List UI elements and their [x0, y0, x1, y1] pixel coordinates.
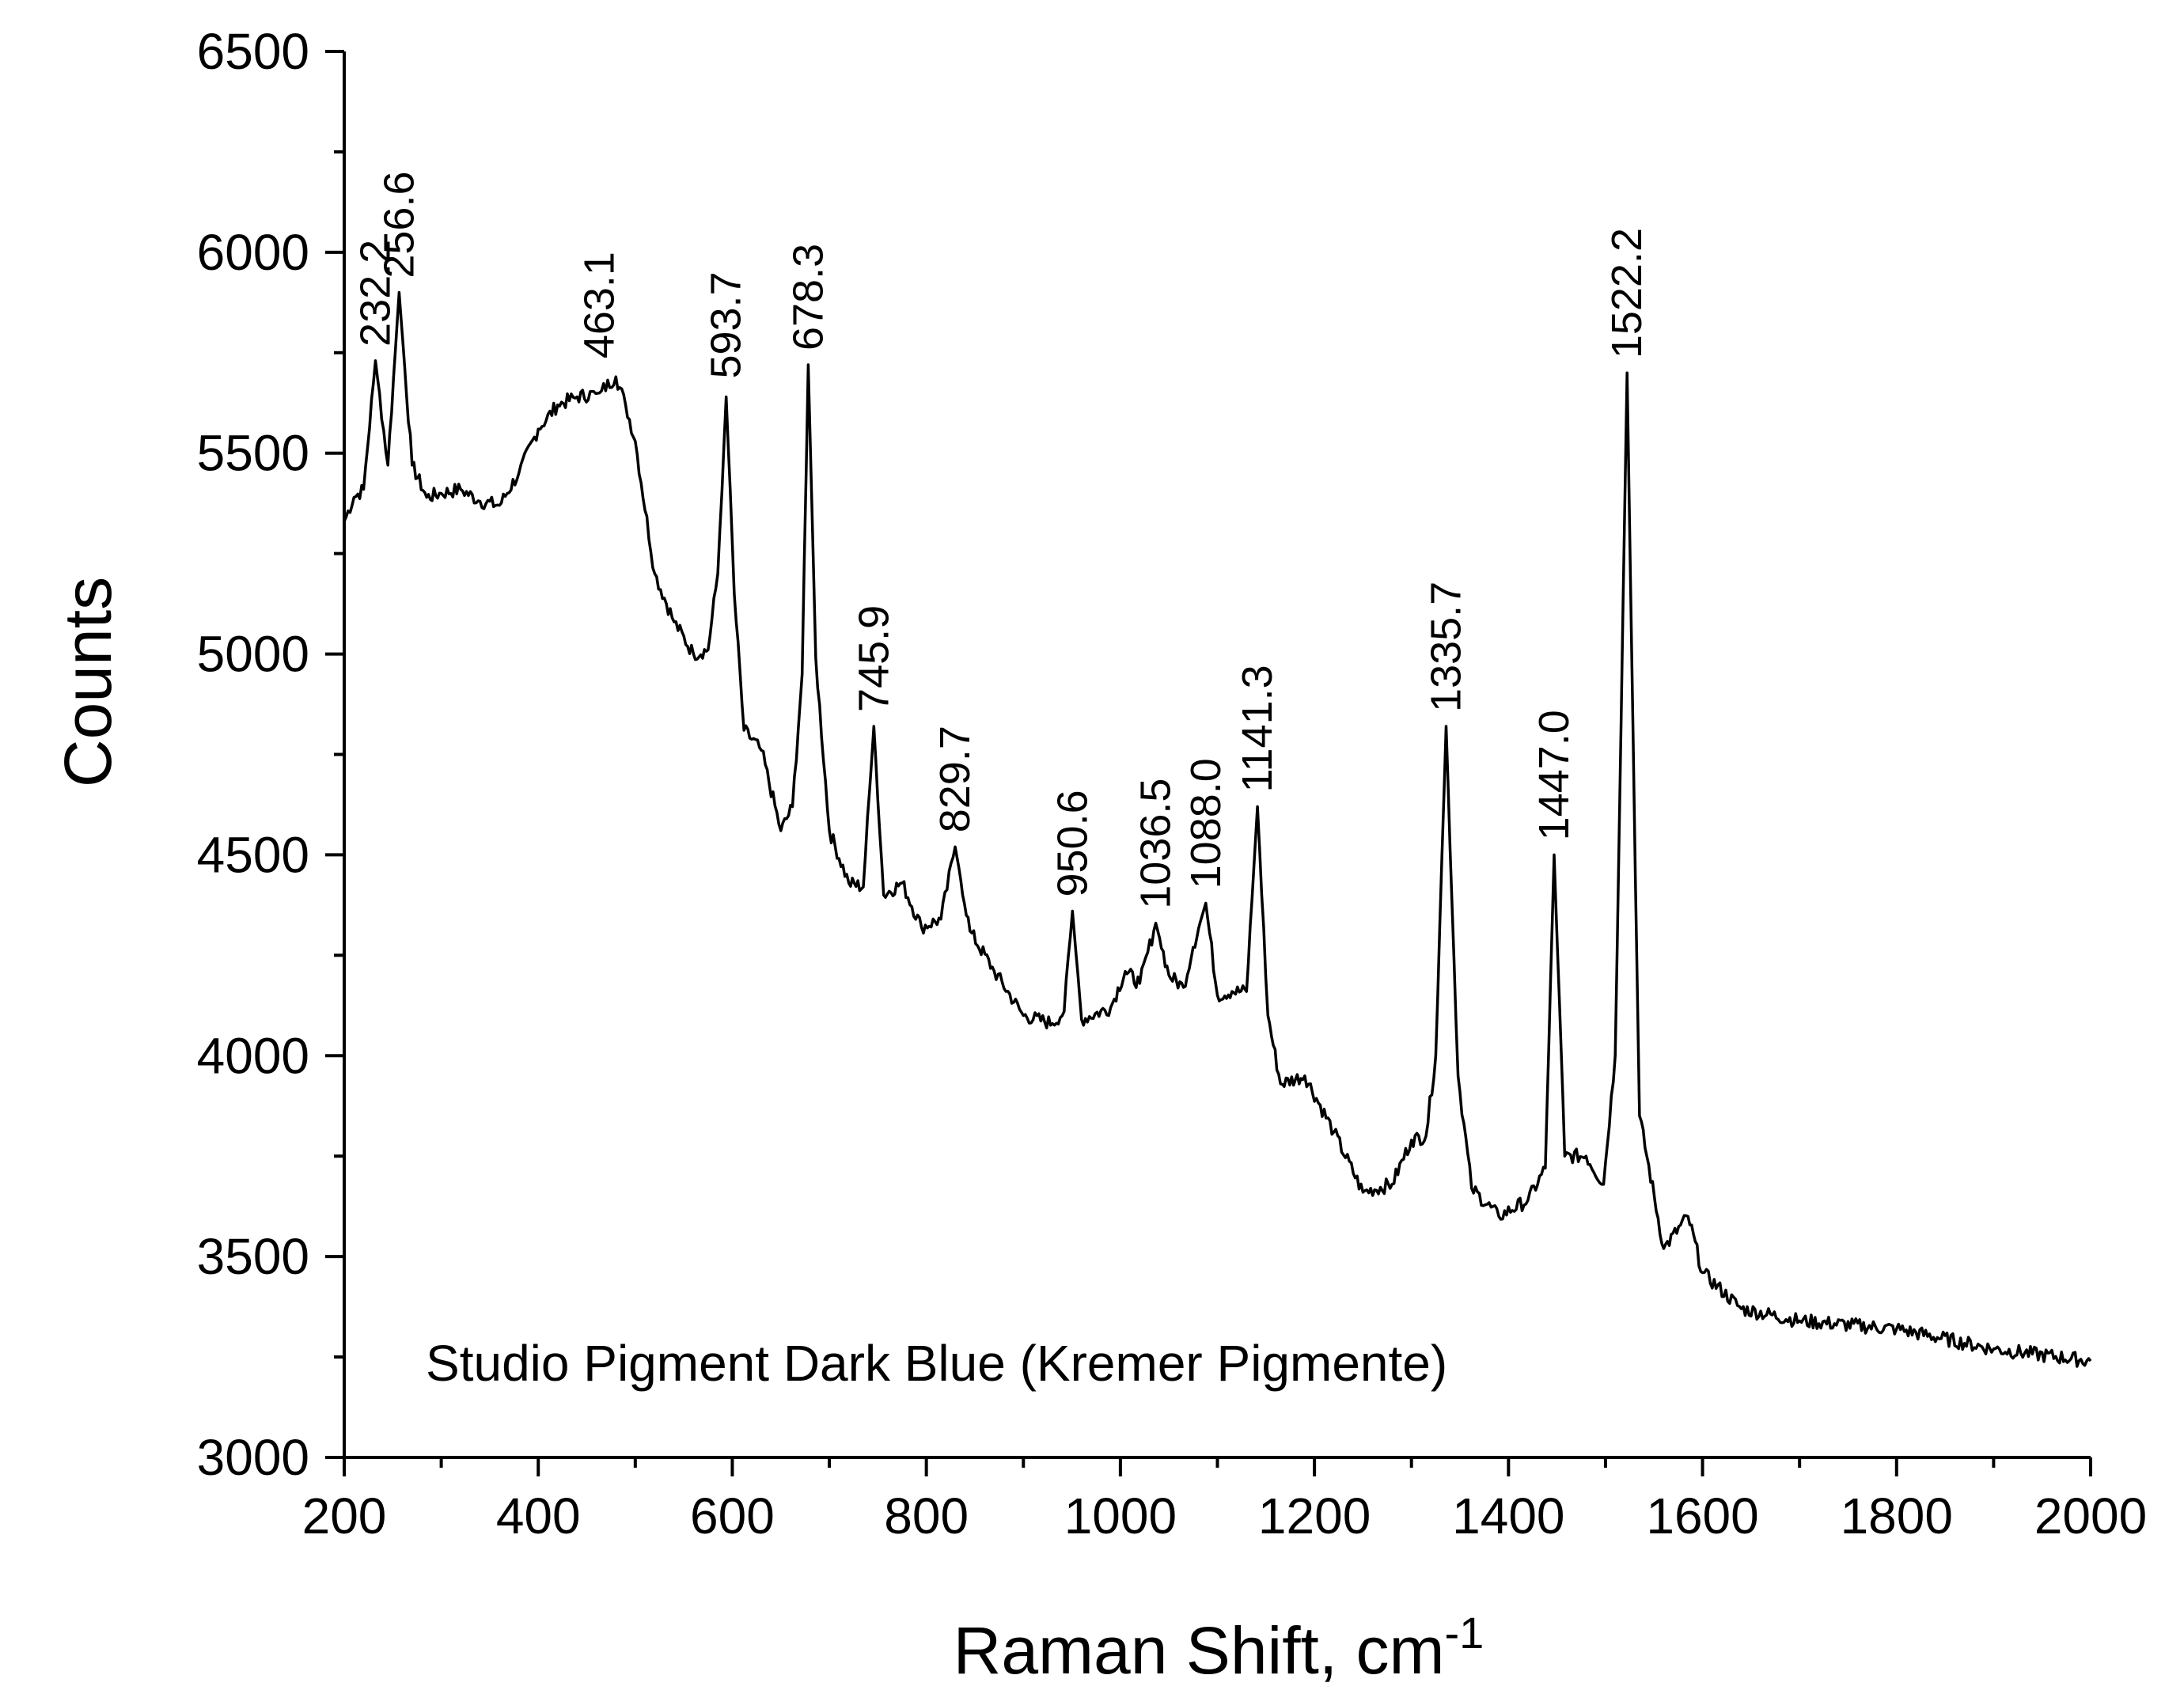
y-tick-label: 5000	[197, 626, 309, 683]
peak-label: 1335.7	[1422, 582, 1469, 712]
peak-label: 1522.2	[1603, 228, 1651, 358]
spectrum-line	[343, 290, 2092, 1368]
x-tick-label: 1600	[1646, 1487, 1758, 1544]
peak-label: 1088.0	[1182, 758, 1230, 889]
y-tick-label: 4500	[197, 826, 309, 883]
x-tick-label: 1800	[1841, 1487, 1953, 1544]
peak-label: 1036.5	[1132, 779, 1180, 909]
sample-annotation: Studio Pigment Dark Blue (Kremer Pigment…	[426, 1335, 1447, 1392]
y-tick-label: 6000	[197, 224, 309, 281]
peak-label: 1447.0	[1530, 710, 1578, 840]
y-tick-label: 5500	[197, 425, 309, 482]
peak-label: 745.9	[850, 605, 897, 712]
x-axis-ticks: 200 400 600 800 1000 1200 1400 1600 1800 2000	[302, 1457, 2147, 1544]
peak-label: 829.7	[931, 726, 979, 832]
x-tick-label: 200	[302, 1487, 387, 1544]
x-axis-title-text: Raman Shift, cm	[954, 1613, 1445, 1688]
x-tick-label: 400	[496, 1487, 581, 1544]
peak-label: 1141.3	[1234, 665, 1281, 792]
x-tick-label: 2000	[2034, 1487, 2147, 1544]
x-axis-title: Raman Shift, cm-1	[954, 1608, 1484, 1688]
y-axis-title: Counts	[51, 577, 125, 787]
y-tick-label: 3500	[197, 1228, 309, 1285]
peak-label: 463.1	[576, 252, 624, 358]
peak-label: 232.2	[351, 240, 399, 347]
x-axis-title-superscript: -1	[1445, 1608, 1484, 1658]
y-tick-label: 6500	[197, 23, 309, 80]
y-tick-label: 4000	[197, 1027, 309, 1084]
x-tick-label: 1200	[1258, 1487, 1371, 1544]
x-tick-label: 800	[884, 1487, 969, 1544]
peak-label: 950.6	[1048, 790, 1096, 896]
y-axis-ticks: 3000 3500 4000 4500 5000 5500 6000 6500	[197, 23, 344, 1486]
peak-label: 678.3	[784, 244, 832, 351]
x-tick-label: 600	[690, 1487, 775, 1544]
x-tick-label: 1400	[1452, 1487, 1564, 1544]
peak-label: 593.7	[703, 271, 750, 378]
peak-label: 256.6	[375, 171, 423, 278]
x-tick-label: 1000	[1064, 1487, 1177, 1544]
y-tick-label: 3000	[197, 1429, 309, 1486]
